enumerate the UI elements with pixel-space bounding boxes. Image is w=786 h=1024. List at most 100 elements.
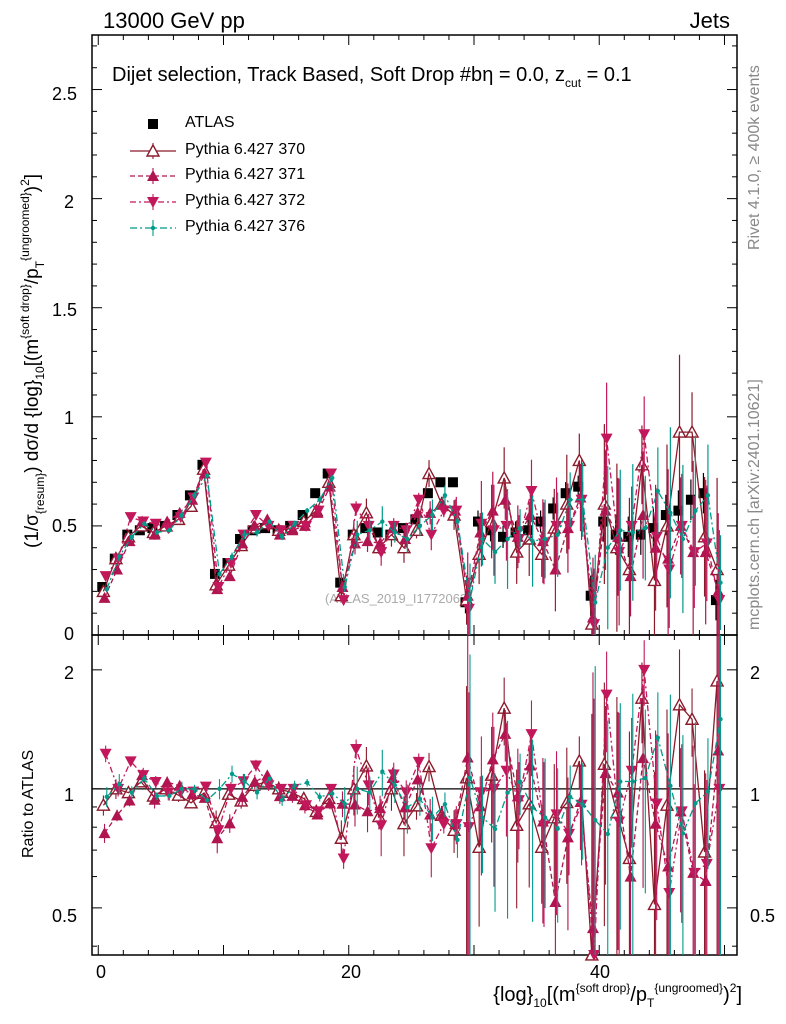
ratio-point xyxy=(588,949,601,961)
data-point xyxy=(710,595,721,606)
mc-point xyxy=(588,619,601,631)
legend-label-372: Pythia 6.427 372 xyxy=(185,192,306,209)
ratio-point xyxy=(700,858,713,870)
xlabel-part-c: [(m xyxy=(546,984,576,1006)
ratio-ytick-label-right: 1 xyxy=(750,785,761,805)
plot-title: Dijet selection, Track Based, Soft Drop … xyxy=(112,64,632,90)
mc-point xyxy=(342,584,347,590)
main-ytick-label: 1.5 xyxy=(52,300,78,320)
mc-point xyxy=(496,470,512,484)
ratio-point xyxy=(487,783,500,795)
mc-point xyxy=(462,603,475,615)
xtick-label: 40 xyxy=(590,962,611,982)
xtick-label: 20 xyxy=(341,962,362,982)
ratio-ytick-label: 1 xyxy=(64,785,75,805)
main-ytick-label: 0 xyxy=(64,624,75,644)
data-point xyxy=(673,505,684,516)
ratio-point xyxy=(204,798,210,803)
ratio-point xyxy=(223,817,236,829)
mc-point xyxy=(567,497,573,502)
data-point xyxy=(623,531,634,542)
data-point xyxy=(435,477,446,488)
legend-marker xyxy=(147,170,159,181)
legend-label-atlas: ATLAS xyxy=(185,114,235,131)
mc-point xyxy=(650,531,663,543)
header-left: 13000 GeV pp xyxy=(103,8,245,33)
ratio-point xyxy=(192,786,197,792)
data-point xyxy=(610,529,621,540)
ratio-point xyxy=(249,760,262,772)
plot-title-eta: η = 0.0, z xyxy=(482,64,566,86)
ratio-point xyxy=(124,756,137,768)
ratio-point xyxy=(699,875,712,887)
data-point xyxy=(322,468,333,479)
data-point xyxy=(310,488,321,499)
ratio-line xyxy=(103,731,719,929)
data-point xyxy=(548,503,559,514)
mc-point xyxy=(538,538,551,550)
ratio-point xyxy=(475,787,488,799)
ratio-point xyxy=(630,779,635,784)
mc-point xyxy=(123,535,136,547)
series-line xyxy=(106,473,722,603)
data-point xyxy=(685,494,696,505)
ratio-ytick-label-right: 0.5 xyxy=(750,906,776,926)
series-3 xyxy=(99,382,726,961)
ratio-point xyxy=(613,816,626,828)
legend-marker xyxy=(148,119,158,129)
mc-point xyxy=(274,525,287,537)
main-ytick-label: 0.5 xyxy=(52,516,78,536)
legend-marker xyxy=(145,143,161,157)
ratio-point xyxy=(663,887,676,899)
ratio-point xyxy=(712,744,725,756)
ratio-point xyxy=(336,797,349,809)
ratio-point xyxy=(161,776,174,788)
main-ytick-label: 1 xyxy=(64,408,75,428)
legend-label-371: Pythia 6.427 371 xyxy=(185,166,306,183)
ratio-line xyxy=(106,719,722,843)
mc-point xyxy=(223,570,236,582)
mc-point xyxy=(212,582,225,593)
data-point xyxy=(372,527,383,538)
ratio-point xyxy=(612,786,625,798)
ratio-point xyxy=(599,767,612,779)
ratio-point xyxy=(312,806,325,818)
ratio-point xyxy=(467,775,473,780)
mc-point xyxy=(349,537,362,549)
main-ytick-label: 2.5 xyxy=(52,84,78,104)
ratio-ytick-label-right: 2 xyxy=(750,663,761,683)
mc-point xyxy=(411,506,424,518)
xlabel-part-b: 10 xyxy=(533,996,547,1010)
mc-point xyxy=(675,520,688,532)
xlabel-part-d: {soft drop} xyxy=(575,981,631,995)
mc-point xyxy=(374,537,387,549)
xlabel-part-i: 2 xyxy=(729,981,737,995)
data-point xyxy=(235,534,246,544)
mc-point xyxy=(124,512,137,524)
plot-title-main: Dijet selection, Track Based, Soft Drop … xyxy=(112,64,483,86)
data-point xyxy=(447,477,458,488)
main-ytick-label: 2 xyxy=(64,192,75,212)
legend-label-376: Pythia 6.427 376 xyxy=(185,218,306,235)
series-line xyxy=(105,434,720,625)
mc-point xyxy=(688,547,701,559)
mc-point xyxy=(549,563,562,575)
legend-marker xyxy=(150,225,156,231)
mc-point xyxy=(149,518,162,530)
ratio-point xyxy=(512,795,525,807)
ratio-point xyxy=(718,717,723,722)
data-point xyxy=(523,525,534,536)
mc-point xyxy=(248,519,261,531)
ratio-point xyxy=(337,853,350,865)
mc-point xyxy=(199,457,212,469)
xtick-label: 0 xyxy=(96,962,107,982)
series-4 xyxy=(104,427,723,955)
analysis-watermark: (ATLAS_2019_I1772062) xyxy=(325,591,472,606)
ratio-point xyxy=(637,752,650,764)
data-point xyxy=(648,523,659,534)
mc-point xyxy=(412,494,425,506)
ratio-point xyxy=(300,800,313,812)
xlabel-part-j: ] xyxy=(736,984,742,1006)
data-point xyxy=(598,516,609,527)
ratio-point xyxy=(111,809,124,821)
